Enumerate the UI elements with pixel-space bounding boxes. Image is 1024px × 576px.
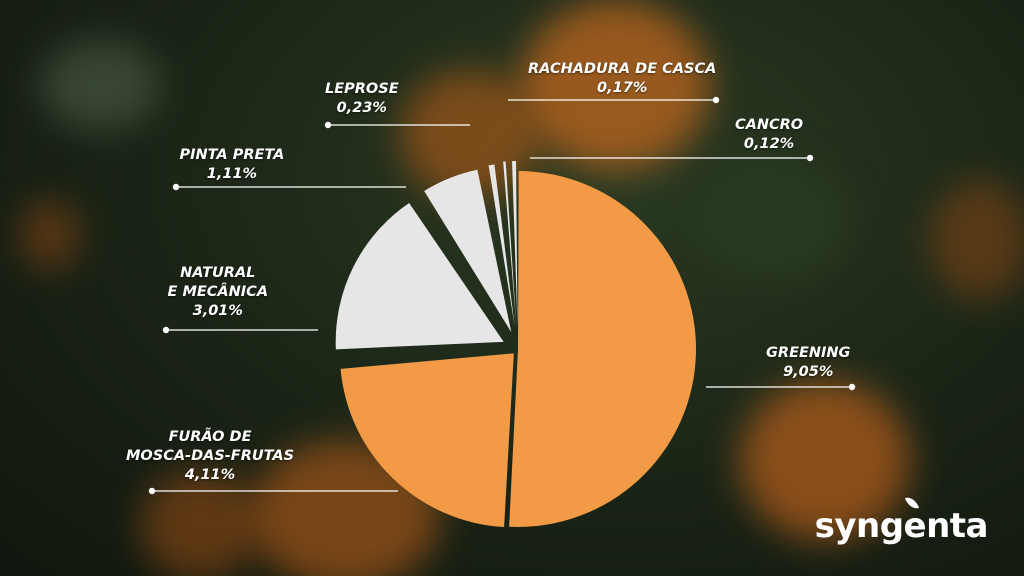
slice-name-pinta: PINTA PRETA: [179, 147, 285, 163]
slice-name-cancro: CANCRO: [735, 117, 804, 133]
slice-label-pinta: PINTA PRETA 1,11%: [180, 146, 285, 184]
leader-dot-leprose: [324, 121, 332, 129]
pie-slice-pinta: [424, 169, 512, 333]
slice-label-furao: FURÃO DE MOSCA-DAS-FRUTAS 4,11%: [126, 428, 294, 485]
pie-slice-cancro: [512, 161, 518, 328]
leader-dot-natural: [162, 326, 170, 334]
slice-name-natural: E MECÂNICA: [167, 284, 269, 300]
leader-dot-greening: [848, 383, 856, 391]
slice-name-leprose: LEPROSE: [325, 81, 399, 97]
pie-slice-rachadura: [503, 161, 517, 328]
slice-name-furao: MOSCA-DAS-FRUTAS: [126, 448, 295, 464]
leader-dot-rachadura: [712, 96, 720, 104]
slice-value-cancro: 0,12%: [743, 136, 795, 152]
pie-slice-natural: [335, 202, 504, 350]
slice-label-greening: GREENING 9,05%: [766, 344, 850, 382]
slice-value-leprose: 0,23%: [336, 100, 387, 116]
leader-dot-cancro: [806, 154, 814, 162]
leader-dot-furao: [148, 487, 156, 495]
slice-value-greening: 9,05%: [783, 364, 834, 380]
syngenta-logo: syngenta: [815, 494, 989, 546]
slice-name-greening: GREENING: [766, 345, 851, 361]
slice-label-rachadura: RACHADURA DE CASCA 0,17%: [528, 60, 716, 98]
pie-slice-leprose: [488, 164, 515, 328]
slice-label-cancro: CANCRO 0,12%: [735, 116, 803, 154]
slice-value-furao: 4,11%: [184, 467, 236, 483]
slice-label-natural: NATURAL E MECÂNICA 3,01%: [168, 264, 269, 321]
slice-value-natural: 3,01%: [192, 303, 243, 319]
slice-value-rachadura: 0,17%: [597, 80, 648, 96]
pie-slice-furao: [340, 353, 514, 528]
leader-dot-pinta: [172, 183, 180, 191]
slice-value-pinta: 1,11%: [206, 166, 258, 182]
slice-label-leprose: LEPROSE 0,23%: [325, 80, 399, 118]
pie-slice-greening: [509, 171, 696, 528]
slice-name-natural: NATURAL: [180, 265, 256, 281]
slice-name-furao: FURÃO DE: [168, 429, 252, 445]
slice-name-rachadura: RACHADURA DE CASCA: [528, 61, 717, 77]
